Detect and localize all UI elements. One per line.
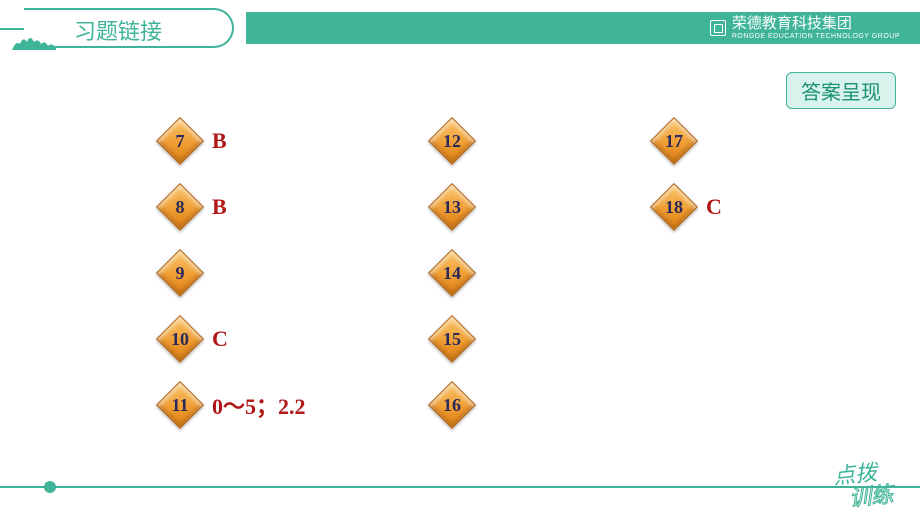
item-answer: C (706, 194, 722, 220)
diamond-icon: 15 (430, 317, 474, 361)
diamond-icon: 14 (430, 251, 474, 295)
diamond-icon: 13 (430, 185, 474, 229)
diamond-icon: 11 (158, 383, 202, 427)
diamond-icon: 9 (158, 251, 202, 295)
diamond-icon: 7 (158, 119, 202, 163)
item-answer: 0～5；2.2 (212, 389, 306, 421)
item-number: 11 (158, 383, 202, 427)
content-area: 7B8B910C110～5；2.2 1213141516 1718C (0, 108, 920, 488)
item-number: 10 (158, 317, 202, 361)
list-item[interactable]: 13 (430, 174, 474, 240)
item-answer: B (212, 194, 227, 220)
title-pill: 习题链接 (0, 4, 246, 52)
item-number: 15 (430, 317, 474, 361)
list-item[interactable]: 11 0～5；2.2 (158, 372, 306, 438)
diamond-icon: 10 (158, 317, 202, 361)
item-number: 9 (158, 251, 202, 295)
brand-sub-text: RONGDE EDUCATION TECHNOLOGY GROUP (732, 33, 900, 40)
list-item[interactable]: 8B (158, 174, 306, 240)
diamond-icon: 17 (652, 119, 696, 163)
list-item[interactable]: 18 C (652, 174, 722, 240)
column-1: 7B8B910C110～5；2.2 (158, 108, 306, 438)
item-number: 12 (430, 119, 474, 163)
item-number: 8 (158, 185, 202, 229)
diamond-icon: 12 (430, 119, 474, 163)
list-item[interactable]: 14 (430, 240, 474, 306)
brand-icon (710, 20, 726, 36)
list-item[interactable]: 16 (430, 372, 474, 438)
tree-silhouette-icon (10, 30, 60, 52)
item-number: 17 (652, 119, 696, 163)
brand-main-text: 荣德教育科技集团 (732, 15, 852, 32)
item-number: 16 (430, 383, 474, 427)
item-answer: C (212, 326, 228, 352)
diamond-icon: 8 (158, 185, 202, 229)
header-bar: 荣德教育科技集团 RONGDE EDUCATION TECHNOLOGY GRO… (246, 12, 920, 44)
list-item[interactable]: 17 (652, 108, 722, 174)
page-title: 习题链接 (74, 14, 162, 46)
list-item[interactable]: 12 (430, 108, 474, 174)
list-item[interactable]: 10 C (158, 306, 306, 372)
item-number: 14 (430, 251, 474, 295)
corner-logo: 点拨 训练 (826, 458, 906, 514)
list-item[interactable]: 9 (158, 240, 306, 306)
item-number: 18 (652, 185, 696, 229)
list-item[interactable]: 15 (430, 306, 474, 372)
column-3: 17 18 C (652, 108, 722, 240)
list-item[interactable]: 7B (158, 108, 306, 174)
bottom-divider (0, 486, 920, 488)
column-2: 12 13 14 15 16 (430, 108, 474, 438)
item-number: 7 (158, 119, 202, 163)
diamond-icon: 16 (430, 383, 474, 427)
brand-text: 荣德教育科技集团 RONGDE EDUCATION TECHNOLOGY GRO… (732, 16, 900, 40)
item-number: 13 (430, 185, 474, 229)
brand: 荣德教育科技集团 RONGDE EDUCATION TECHNOLOGY GRO… (710, 16, 900, 40)
corner-logo-line2: 训练 (848, 481, 897, 511)
answer-badge: 答案呈现 (786, 72, 896, 109)
item-answer: B (212, 128, 227, 154)
bottom-dot-icon (44, 481, 56, 493)
diamond-icon: 18 (652, 185, 696, 229)
